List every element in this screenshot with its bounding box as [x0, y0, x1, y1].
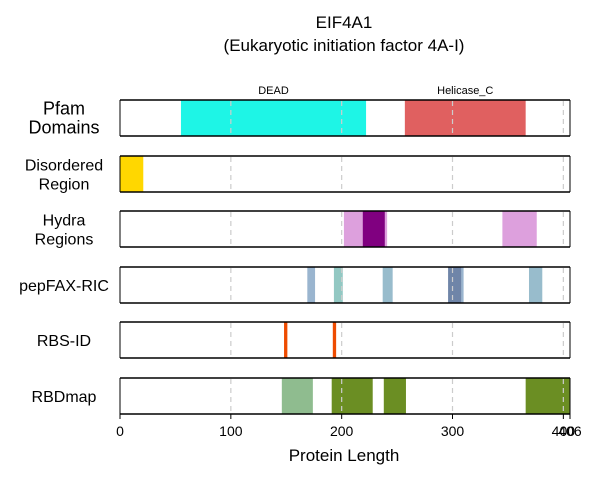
track-3-segment-2	[382, 267, 393, 303]
track-5-segment-2	[383, 378, 406, 414]
track-1: Disordered Region	[25, 155, 571, 194]
track-5-segment-0	[281, 378, 313, 414]
track-4: RBS-ID	[37, 321, 571, 359]
track-2-segment-2	[384, 211, 388, 247]
track-3-segment-1	[333, 267, 343, 303]
track-5-segment-3	[525, 378, 570, 414]
x-tick-label-5: 406	[558, 423, 582, 439]
track-3: pepFAX-RIC	[19, 266, 571, 304]
track-label-2: Hydra Regions	[35, 213, 94, 249]
chart-title: EIF4A1	[316, 13, 373, 32]
x-axis-title: Protein Length	[289, 446, 400, 465]
track-3-segment-4	[461, 267, 464, 303]
track-label-1: Disordered Region	[25, 158, 103, 194]
track-label-0: Pfam Domains	[28, 99, 99, 138]
track-4-segment-1	[332, 322, 337, 358]
track-0-segment-0	[180, 100, 367, 136]
domain-label-0: DEAD	[258, 85, 289, 97]
domain-label-1: Helicase_C	[437, 85, 493, 97]
x-tick-label-2: 200	[330, 423, 354, 439]
track-2: Hydra Regions	[35, 210, 571, 249]
tracks-group: DEAD Helicase_C Pfam Domains Disordered Regio…	[19, 85, 571, 415]
track-3-segment-5	[528, 267, 543, 303]
track-0: DEAD Helicase_C Pfam Domains	[28, 85, 571, 138]
track-label-3: pepFAX-RIC	[19, 278, 109, 295]
track-label-5: RBDmap	[32, 389, 97, 406]
track-0-segment-1	[404, 100, 526, 136]
track-3-segment-0	[307, 267, 316, 303]
track-5-segment-1	[331, 378, 373, 414]
track-3-segment-3	[448, 267, 462, 303]
track-2-segment-0	[343, 211, 363, 247]
track-2-segment-1	[362, 211, 385, 247]
track-2-segment-3	[502, 211, 537, 247]
x-tick-label-4: 400	[552, 423, 576, 439]
x-tick-label-0: 0	[116, 423, 124, 439]
chart-subtitle: (Eukaryotic initiation factor 4A-I)	[224, 36, 465, 55]
x-tick-label-3: 300	[441, 423, 465, 439]
track-1-segment-0	[120, 156, 144, 192]
track-5: RBDmap	[32, 377, 571, 415]
track-label-4: RBS-ID	[37, 333, 91, 350]
track-4-segment-0	[284, 322, 288, 358]
x-tick-label-1: 100	[219, 423, 243, 439]
